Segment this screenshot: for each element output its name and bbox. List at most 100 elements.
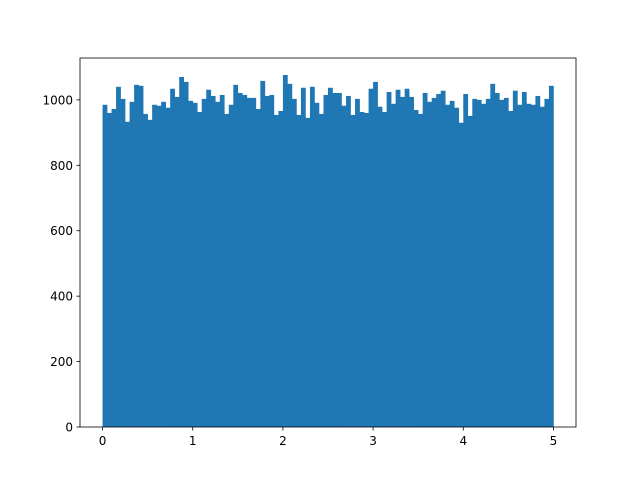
histogram-bar [183, 81, 189, 428]
histogram-bar [210, 95, 216, 427]
histogram-bar [161, 101, 166, 427]
x-tick-label: 5 [550, 434, 558, 448]
histogram-bar [237, 93, 243, 428]
histogram-bar [206, 89, 212, 427]
histogram-bar [481, 103, 487, 427]
histogram-bar [197, 111, 203, 427]
histogram-bar [233, 84, 239, 428]
x-tick-label: 0 [99, 434, 107, 448]
histogram-bar [291, 98, 297, 427]
histogram-bar [314, 102, 320, 427]
histogram-bar [422, 93, 428, 428]
histogram-bar [192, 102, 198, 427]
histogram-bar [377, 106, 383, 428]
histogram-bar [436, 93, 442, 427]
histogram-bar [296, 114, 302, 427]
histogram-bar [147, 119, 153, 428]
histogram-bar [282, 75, 288, 428]
histogram-bar [512, 90, 518, 427]
histogram-bar [170, 88, 175, 427]
histogram-bar [156, 105, 162, 428]
x-tick-label: 3 [369, 434, 377, 448]
histogram-bar [116, 86, 121, 427]
y-tick-label: 400 [50, 290, 73, 304]
histogram-bar [269, 94, 275, 427]
histogram-bar [300, 87, 306, 427]
histogram-bar [102, 104, 108, 427]
histogram-bar [440, 90, 446, 427]
histogram-bar [242, 94, 248, 427]
histogram-bar [449, 100, 455, 427]
histogram-bar [503, 97, 509, 427]
histogram-bar [427, 101, 433, 427]
y-tick-label: 0 [65, 421, 73, 435]
histogram-bar [364, 112, 369, 427]
axes-frame [79, 57, 577, 428]
histogram-bar [165, 107, 171, 428]
histogram-bar [395, 89, 401, 427]
histogram-bar [535, 95, 541, 427]
histogram-bar [188, 100, 194, 427]
histogram-bar [400, 96, 405, 427]
histogram-bar [179, 76, 185, 428]
histogram-bar [215, 101, 221, 427]
histogram-bar [332, 93, 338, 428]
histogram-bar [328, 87, 333, 427]
histogram-bar [454, 107, 460, 428]
histogram-bar [476, 99, 482, 427]
x-tick-label: 2 [279, 434, 287, 448]
histogram-bar [350, 114, 356, 427]
histogram-bar [174, 96, 180, 427]
histogram-bar [346, 95, 351, 427]
histogram-bar [273, 114, 279, 427]
histogram-bar [323, 94, 329, 427]
y-axis: 0 200 400 600 800 1000 [42, 93, 80, 435]
x-axis: 0 1 2 3 4 5 [99, 427, 558, 448]
histogram-bar [125, 121, 130, 428]
histogram-bar [373, 81, 378, 428]
histogram-bar [107, 112, 112, 427]
y-tick-label: 200 [50, 355, 73, 369]
histogram-bar [382, 111, 387, 427]
histogram-bar [472, 98, 478, 427]
histogram-bar [409, 96, 414, 427]
histogram-bar [143, 113, 148, 427]
histogram-bar [404, 88, 410, 427]
histogram-bar [152, 104, 157, 427]
histogram-bar [318, 113, 324, 427]
histogram-bar [368, 88, 374, 427]
histogram-bar [467, 115, 473, 427]
histogram-bar [355, 98, 360, 427]
histogram-bar [251, 97, 257, 427]
histogram-bar [391, 103, 396, 427]
histogram-bar [134, 84, 139, 428]
histogram-bar [413, 110, 419, 427]
histogram-bar [337, 93, 342, 428]
histogram-bar [499, 99, 505, 427]
histogram-bar [386, 92, 392, 428]
histogram-bar [359, 111, 365, 427]
x-tick-label: 4 [459, 434, 467, 448]
histogram-bar [129, 101, 135, 427]
histogram-bar [539, 106, 545, 428]
histogram-bar [463, 93, 469, 427]
histogram-bar [255, 109, 261, 427]
histogram-bar [309, 86, 315, 427]
histogram-bar [431, 97, 437, 427]
histogram-bar [264, 95, 270, 427]
histogram-bar [305, 117, 311, 427]
histogram-bar [138, 85, 144, 428]
histogram-bar [458, 122, 464, 428]
histogram-bar [544, 98, 550, 427]
histogram-bar [120, 98, 126, 427]
histogram-bar [548, 85, 554, 428]
histogram-bar [517, 104, 523, 427]
histogram-bar [526, 103, 532, 427]
x-tick-label: 1 [189, 434, 197, 448]
histogram-bar [278, 110, 284, 427]
histogram-bar [341, 105, 347, 428]
histogram-bar [418, 113, 423, 427]
histogram-bar [445, 104, 451, 427]
histogram-bar [224, 113, 230, 427]
